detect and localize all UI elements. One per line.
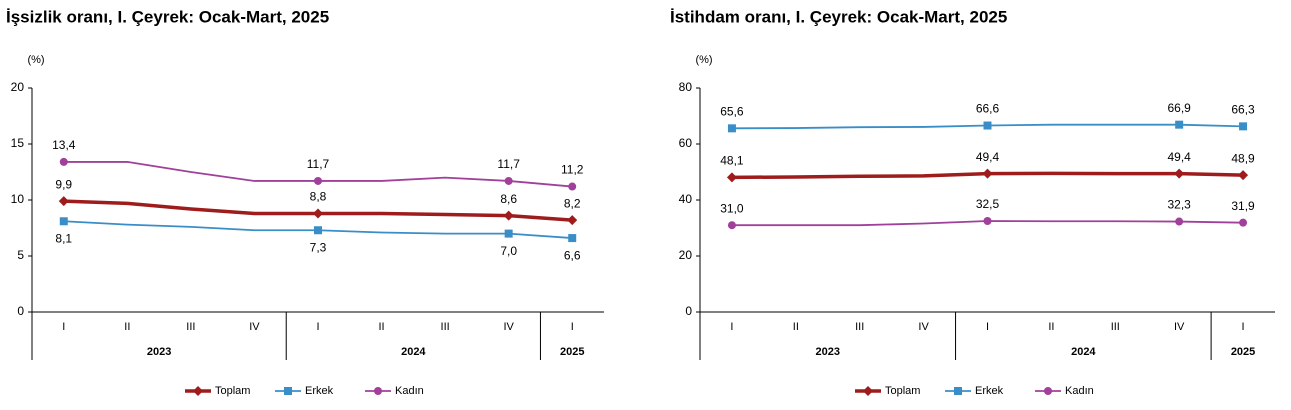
y-tick-label: 40: [679, 192, 693, 206]
chart-title: İstihdam oranı, I. Çeyrek: Ocak-Mart, 20…: [670, 7, 1007, 26]
data-marker: [59, 157, 68, 166]
y-tick-label: 5: [17, 248, 24, 262]
x-tick-label: II: [124, 321, 130, 333]
data-marker: [727, 124, 736, 133]
y-tick-label: 20: [11, 80, 25, 94]
data-label: 65,6: [720, 104, 744, 118]
data-marker: [59, 217, 68, 226]
x-tick-label: IV: [503, 321, 514, 333]
data-marker: [1238, 170, 1249, 181]
data-label: 8,1: [55, 231, 72, 245]
x-tick-label: I: [62, 321, 65, 333]
x-tick-label: II: [378, 321, 384, 333]
x-group-label: 2023: [816, 346, 840, 358]
legend-marker: [193, 386, 203, 396]
data-label: 8,6: [500, 192, 517, 206]
legend-marker: [863, 386, 873, 396]
x-tick-label: I: [571, 321, 574, 333]
data-marker: [313, 208, 323, 219]
x-tick-label: IV: [918, 321, 929, 333]
x-tick-label: III: [441, 321, 450, 333]
data-label: 7,0: [500, 244, 517, 258]
data-label: 8,8: [310, 190, 327, 204]
data-label: 32,3: [1167, 198, 1191, 212]
data-label: 13,4: [52, 138, 76, 152]
data-label: 9,9: [55, 177, 72, 191]
x-tick-label: III: [186, 321, 195, 333]
data-label: 66,9: [1167, 101, 1191, 115]
legend-label: Erkek: [975, 385, 1004, 397]
data-label: 7,3: [310, 240, 327, 254]
x-group-label: 2024: [401, 346, 426, 358]
data-marker: [1175, 120, 1184, 129]
data-label: 31,9: [1231, 199, 1255, 213]
data-label: 8,2: [564, 196, 581, 210]
y-tick-label: 20: [679, 248, 693, 262]
x-tick-label: IV: [249, 321, 260, 333]
data-label: 32,5: [976, 197, 1000, 211]
x-tick-label: I: [1242, 321, 1245, 333]
data-marker: [1239, 218, 1248, 227]
legend-marker: [1044, 387, 1052, 395]
y-unit: (%): [27, 54, 44, 66]
data-label: 48,1: [720, 153, 744, 167]
legend-label: Kadın: [1065, 385, 1094, 397]
x-tick-label: IV: [1174, 321, 1185, 333]
data-marker: [503, 210, 514, 221]
x-tick-label: II: [1048, 321, 1054, 333]
y-unit: (%): [695, 54, 712, 66]
data-marker: [504, 229, 513, 238]
data-label: 49,4: [976, 150, 1000, 164]
data-marker: [568, 182, 577, 191]
y-tick-label: 0: [685, 304, 692, 318]
y-tick-label: 80: [679, 80, 693, 94]
legend-label: Toplam: [885, 385, 920, 397]
legend-marker: [374, 387, 382, 395]
data-marker: [314, 226, 322, 235]
x-tick-label: I: [730, 321, 733, 333]
data-label: 66,3: [1231, 103, 1255, 117]
data-label: 31,0: [720, 201, 744, 215]
data-marker: [314, 176, 322, 185]
chart-title: İşsizlik oranı, I. Çeyrek: Ocak-Mart, 20…: [6, 7, 329, 26]
data-marker: [504, 176, 513, 185]
x-tick-label: III: [855, 321, 864, 333]
data-marker: [1174, 168, 1185, 179]
legend-label: Erkek: [305, 385, 334, 397]
x-tick-label: II: [793, 321, 799, 333]
data-marker: [983, 121, 992, 130]
data-marker: [567, 215, 578, 226]
data-marker: [1175, 217, 1184, 226]
data-label: 49,4: [1167, 150, 1191, 164]
legend-marker: [954, 387, 962, 395]
legend-marker: [284, 387, 292, 395]
legend-label: Kadın: [395, 385, 424, 397]
x-tick-label: I: [986, 321, 989, 333]
data-marker: [982, 168, 993, 179]
data-marker: [1239, 122, 1248, 131]
data-marker: [568, 234, 577, 243]
x-group-label: 2025: [1231, 346, 1255, 358]
data-label: 6,6: [564, 248, 581, 262]
legend-label: Toplam: [215, 385, 250, 397]
y-tick-label: 10: [11, 192, 25, 206]
x-group-label: 2025: [560, 346, 584, 358]
y-tick-label: 60: [679, 136, 693, 150]
data-label: 48,9: [1231, 151, 1255, 165]
y-tick-label: 15: [11, 136, 25, 150]
data-marker: [726, 172, 737, 183]
x-tick-label: I: [316, 321, 319, 333]
data-label: 11,7: [307, 157, 330, 171]
data-label: 66,6: [976, 102, 1000, 116]
data-label: 11,2: [561, 163, 584, 177]
x-group-label: 2023: [147, 346, 171, 358]
data-label: 11,7: [497, 157, 520, 171]
x-tick-label: III: [1111, 321, 1120, 333]
y-tick-label: 0: [17, 304, 24, 318]
data-marker: [727, 221, 736, 230]
x-group-label: 2024: [1071, 346, 1096, 358]
data-marker: [983, 217, 992, 225]
data-marker: [58, 196, 69, 207]
